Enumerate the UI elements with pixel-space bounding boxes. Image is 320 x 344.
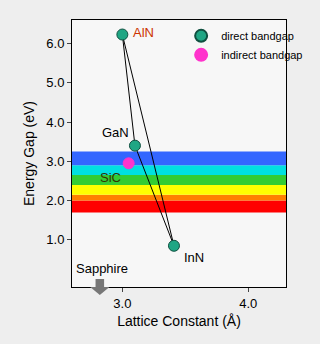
svg-text:1.0: 1.0 xyxy=(46,232,64,247)
svg-text:Sapphire: Sapphire xyxy=(76,261,128,276)
svg-text:indirect bandgap: indirect bandgap xyxy=(221,49,302,61)
svg-text:4.0: 4.0 xyxy=(239,296,257,311)
svg-text:3.0: 3.0 xyxy=(113,296,131,311)
svg-text:Lattice Constant (Å): Lattice Constant (Å) xyxy=(117,313,241,329)
svg-text:InN: InN xyxy=(184,250,204,265)
svg-text:6.0: 6.0 xyxy=(46,36,64,51)
svg-text:4.0: 4.0 xyxy=(46,115,64,130)
svg-text:direct bandgap: direct bandgap xyxy=(221,30,294,42)
svg-text:2.0: 2.0 xyxy=(46,193,64,208)
svg-text:SiC: SiC xyxy=(100,170,121,185)
svg-text:Energy Gap (eV): Energy Gap (eV) xyxy=(21,101,37,206)
svg-text:GaN: GaN xyxy=(102,125,129,140)
svg-text:AlN: AlN xyxy=(133,25,154,40)
svg-text:5.0: 5.0 xyxy=(46,75,64,90)
svg-text:3.0: 3.0 xyxy=(46,154,64,169)
